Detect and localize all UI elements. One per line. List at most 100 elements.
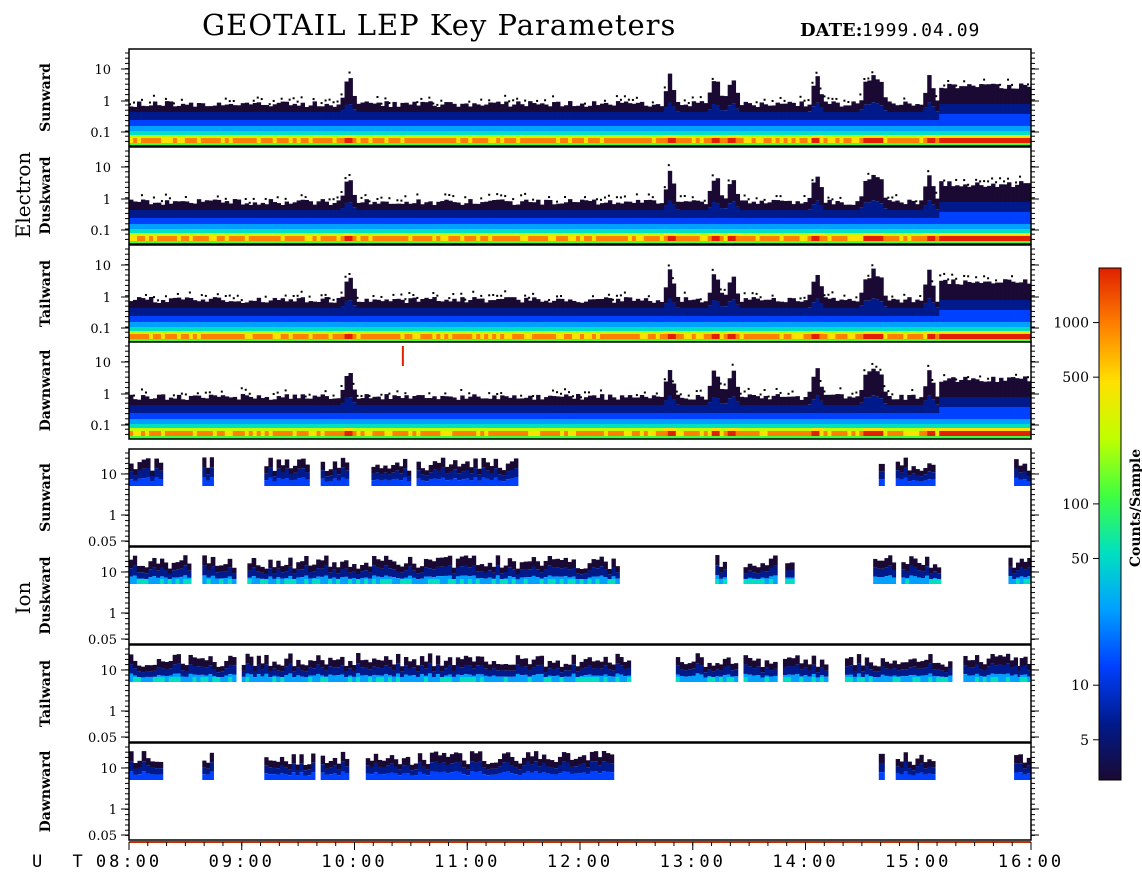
electron-flux-column [568,331,573,334]
electron-flux-column [779,126,784,131]
electron-flux-column [883,334,888,341]
electron-flux-column [212,224,218,229]
electron-flux-column [156,316,162,322]
electron-flux-column [160,138,166,145]
electron-flux-column [312,334,317,341]
electron-flux-column [136,297,142,308]
electron-speckle [524,192,527,195]
electron-flux-column [224,322,230,327]
electron-flux-column [859,138,864,145]
electron-flux-column [316,218,321,224]
electron-flux-column [472,322,477,327]
electron-flux-column [392,203,397,210]
electron-flux-column [504,218,509,224]
electron-flux-column [500,334,505,341]
electron-flux-column [408,322,413,327]
electron-flux-column [180,236,186,243]
electron-flux-column [156,120,162,126]
electron-flux-column [576,210,581,218]
electron-flux-column [296,131,302,135]
electron-flux-column [863,120,868,126]
electron-flux-column [951,114,956,126]
electron-flux-column [963,233,968,236]
electron-flux-column [376,316,381,322]
electron-flux-column [623,112,629,120]
electron-flux-column [252,300,258,308]
electron-flux-column [404,308,409,316]
electron-flux-column [456,308,461,316]
electron-flux-column [1015,88,1020,104]
electron-flux-column [851,138,856,145]
electron-flux-column [779,233,784,236]
electron-speckle [536,99,539,102]
electron-flux-column [416,105,421,112]
electron-flux-column [619,203,625,210]
electron-flux-column [132,224,138,229]
electron-flux-column [647,331,653,334]
electron-flux-column [775,301,780,308]
electron-flux-column [412,126,417,131]
electron-flux-column [799,203,804,210]
electron-flux-column [739,331,745,334]
electron-flux-column [695,210,701,218]
electron-flux-column [344,135,349,138]
electron-flux-column [879,277,884,302]
electron-flux-column [795,301,800,308]
electron-flux-column [623,327,629,331]
electron-speckle [759,296,762,299]
electron-flux-column [136,316,142,322]
electron-flux-column [392,131,397,135]
electron-flux-column [751,224,757,229]
electron-flux-column [803,300,808,308]
electron-flux-column [595,322,601,327]
electron-flux-column [583,200,589,210]
electron-flux-column [787,236,792,243]
electron-flux-column [512,120,517,126]
electron-speckle [995,181,998,184]
electron-flux-column [472,224,477,229]
electron-flux-column [787,218,792,224]
electron-flux-column [228,138,234,145]
electron-flux-column [1015,114,1020,126]
electron-flux-column [875,103,880,120]
electron-flux-column [264,236,270,243]
electron-flux-column [248,327,254,331]
electron-flux-column [691,200,697,210]
electron-flux-column [735,322,741,327]
electron-flux-column [396,131,401,135]
electron-flux-column [504,316,509,322]
electron-flux-column [400,334,405,341]
electron-flux-column [767,308,772,316]
electron-flux-column [943,131,948,135]
electron-flux-column [136,101,142,112]
electron-speckle [492,294,495,297]
electron-flux-column [220,112,226,120]
electron-flux-column [947,131,952,135]
electron-flux-column [572,202,577,210]
electron-flux-column [332,308,337,316]
electron-flux-column [975,114,980,126]
electron-flux-column [256,138,262,145]
electron-flux-column [460,224,465,229]
electron-flux-column [260,331,266,334]
electron-flux-column [412,233,417,236]
electron-flux-column [208,316,214,322]
electron-speckle [164,193,167,196]
electron-flux-column [384,229,389,233]
electron-flux-column [184,135,190,138]
electron-flux-column [484,218,489,224]
electron-flux-column [376,327,381,331]
electron-flux-column [488,331,493,334]
electron-flux-column [196,334,202,341]
electron-flux-column [791,334,796,341]
electron-flux-column [496,218,501,224]
electron-flux-column [703,334,709,341]
electron-flux-column [787,101,792,112]
electron-flux-column [687,334,693,341]
electron-flux-column [392,120,397,126]
electron-flux-column [168,308,174,316]
electron-flux-column [779,316,784,322]
electron-flux-column [408,120,413,126]
electron-flux-column [400,233,405,236]
electron-flux-column [304,316,309,322]
